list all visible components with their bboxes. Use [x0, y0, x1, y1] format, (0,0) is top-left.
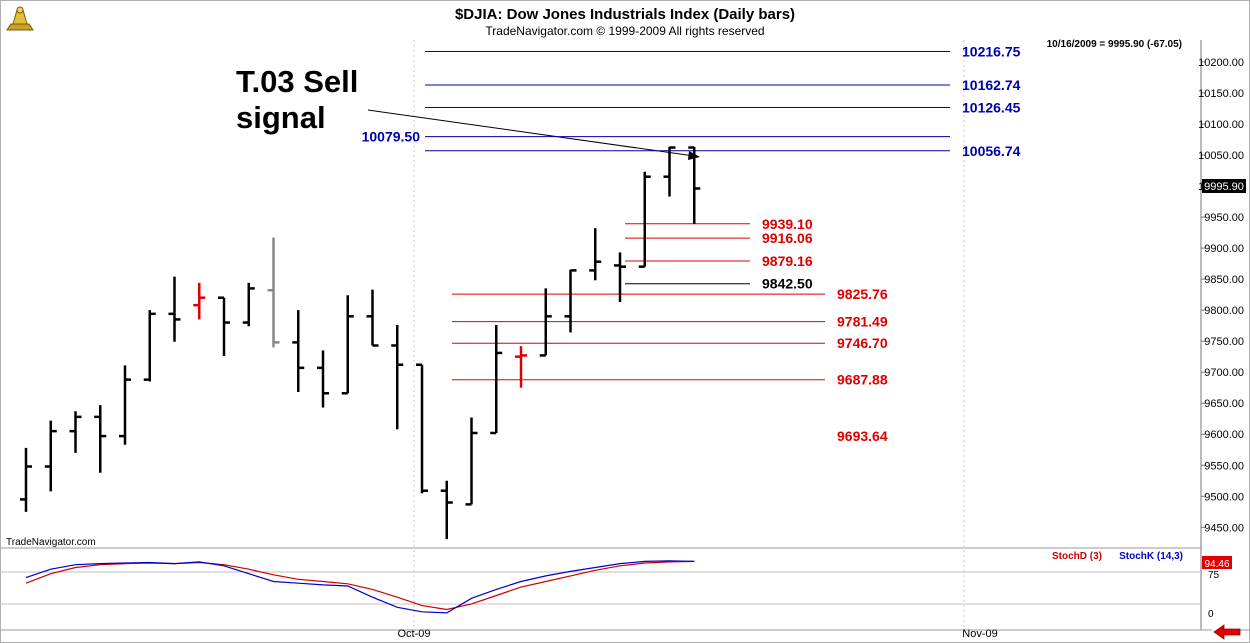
y-tick-label: 10050.00 — [1198, 150, 1244, 162]
y-tick-label: 9500.00 — [1204, 491, 1244, 503]
legend-stochk: StochK (14,3) — [1119, 551, 1183, 562]
ohlc-bar — [688, 146, 701, 224]
ohlc-bar — [490, 325, 503, 435]
support-label: 9939.10 — [762, 216, 813, 232]
y-tick-label: 9950.00 — [1204, 212, 1244, 224]
chart-title: $DJIA: Dow Jones Industrials Index (Dail… — [455, 6, 795, 23]
y-tick-label: 9750.00 — [1204, 336, 1244, 348]
resistance-label: 10056.74 — [962, 143, 1021, 159]
trade-navigator-logo-icon[interactable] — [6, 6, 34, 31]
stochastic-panel — [25, 560, 695, 614]
last-price-tag: 9995.90 — [1202, 179, 1246, 193]
support-label: 9746.70 — [837, 335, 888, 351]
y-tick-label: 9850.00 — [1204, 274, 1244, 286]
stochk-line — [25, 560, 695, 614]
support-label: 9842.50 — [762, 276, 813, 292]
ohlc-bar — [44, 420, 57, 492]
resistance-label: 10216.75 — [962, 43, 1021, 59]
ohlc-bar — [416, 363, 428, 494]
ohlc-bar — [69, 411, 82, 453]
copyright-text: TradeNavigator.com © 1999-2009 All right… — [485, 24, 764, 38]
last-quote-text: 10/16/2009 = 9995.90 (-67.05) — [1047, 39, 1182, 50]
stoch-tick-75: 75 — [1208, 570, 1220, 581]
ohlc-bar — [168, 276, 181, 342]
annotation-line-1: T.03 Sell — [236, 64, 358, 99]
price-levels: 10216.75 10162.74 10126.45 10079.50 10056.74… — [362, 43, 1021, 444]
support-label: 9916.06 — [762, 230, 813, 246]
y-tick-label: 9450.00 — [1204, 522, 1244, 534]
ohlc-bar — [193, 282, 206, 320]
annotation-line-2: signal — [236, 100, 326, 135]
y-tick-label: 9900.00 — [1204, 243, 1244, 255]
ohlc-bar — [20, 447, 32, 512]
resistance-label: 10126.45 — [962, 100, 1021, 116]
y-tick-label: 9800.00 — [1204, 305, 1244, 317]
support-label: 9687.88 — [837, 372, 888, 388]
stoch-tick-0: 0 — [1208, 609, 1214, 620]
watermark-text: TradeNavigator.com — [6, 537, 96, 548]
price-axis-ticks: 10200.0010150.0010100.0010050.0010000.00… — [1198, 57, 1244, 534]
legend-stochd: StochD (3) — [1052, 551, 1102, 562]
ohlc-bar — [292, 310, 305, 393]
y-tick-label: 9550.00 — [1204, 460, 1244, 472]
ohlc-bar — [119, 365, 131, 445]
y-tick-label: 10100.00 — [1198, 119, 1244, 131]
ohlc-bar — [589, 228, 602, 281]
ohlc-bar — [267, 237, 280, 348]
ohlc-bars — [20, 146, 701, 540]
scroll-left-arrow-icon[interactable] — [1212, 624, 1241, 640]
ohlc-bar — [341, 295, 354, 395]
ohlc-bar — [366, 289, 379, 347]
ohlc-bar — [440, 480, 453, 540]
ohlc-bar — [515, 346, 527, 388]
support-label: 9781.49 — [837, 314, 888, 330]
ohlc-bar — [614, 252, 626, 303]
y-tick-label: 10200.00 — [1198, 57, 1244, 69]
y-tick-label: 9650.00 — [1204, 398, 1244, 410]
ohlc-bar — [94, 405, 107, 473]
ohlc-bar — [218, 296, 230, 357]
resistance-label: 10162.74 — [962, 77, 1021, 93]
last-price-label: 9995.90 — [1204, 181, 1244, 193]
support-label: 9825.76 — [837, 286, 888, 302]
x-label-nov: Nov-09 — [962, 628, 997, 640]
ohlc-bar — [638, 171, 651, 268]
support-label: 9693.64 — [837, 428, 888, 444]
ohlc-bar — [391, 325, 404, 430]
stoch-tag-label: 94.46 — [1204, 559, 1229, 570]
ohlc-bar — [465, 417, 478, 506]
y-tick-label: 9600.00 — [1204, 429, 1244, 441]
support-label: 9879.16 — [762, 253, 813, 269]
ohlc-bar — [564, 269, 577, 333]
ohlc-bar — [663, 146, 676, 197]
ohlc-bar — [539, 288, 552, 357]
y-tick-label: 9700.00 — [1204, 367, 1244, 379]
stoch-tag-box — [1202, 556, 1232, 569]
ohlc-bar — [317, 350, 329, 408]
resistance-label: 10079.50 — [362, 129, 421, 145]
ohlc-bar — [143, 310, 156, 382]
x-label-oct: Oct-09 — [397, 628, 430, 640]
y-tick-label: 10150.00 — [1198, 88, 1244, 100]
ohlc-bar — [242, 282, 255, 327]
